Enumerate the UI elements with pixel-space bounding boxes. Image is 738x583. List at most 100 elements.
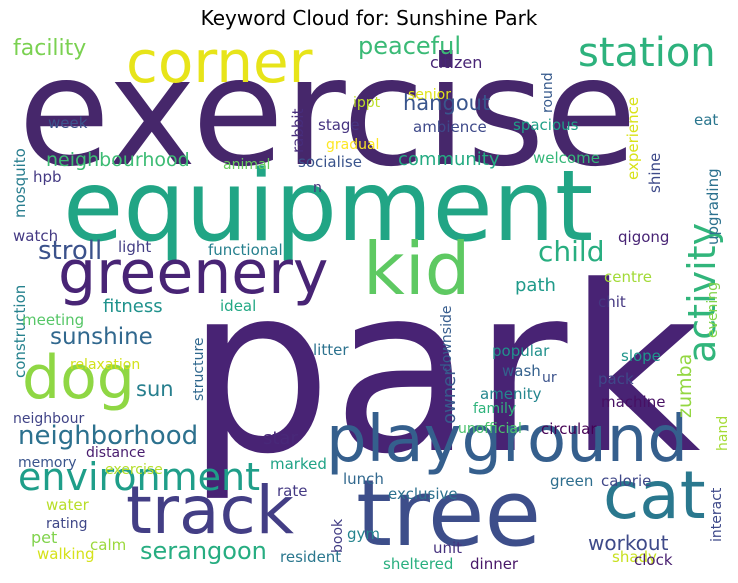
word-upgrading: upgrading (704, 168, 722, 245)
word-relaxation: relaxation (70, 357, 141, 373)
word-child: child (538, 235, 605, 268)
word-circular: circular (541, 420, 597, 438)
word-light: light (118, 238, 152, 256)
word-path: path (515, 275, 556, 296)
word-interact: interact (709, 487, 725, 542)
word-citizen: citizen (430, 53, 483, 72)
word-exclusive: exclusive (388, 485, 458, 503)
word-facility: facility (13, 36, 87, 61)
word-ippt: ippt (353, 95, 381, 111)
word-memory: memory (18, 455, 77, 471)
word-zumba: zumba (674, 353, 696, 418)
word-downside: downside (439, 305, 455, 372)
word-clock: clock (634, 551, 673, 569)
word-greenery: greenery (58, 238, 329, 308)
word-peaceful: peaceful (358, 33, 461, 60)
word-kid: kid (363, 227, 471, 311)
word-week: week (48, 114, 88, 132)
word-wash: wash (502, 362, 541, 380)
word-fitness: fitness (103, 296, 163, 317)
word-mosquito: mosquito (11, 148, 29, 218)
word-chit: chit (598, 293, 626, 311)
word-playground: playground (326, 403, 688, 477)
word-gradual: gradual (326, 137, 380, 153)
word-sheltered: sheltered (383, 555, 454, 573)
word-watch: watch (13, 227, 59, 245)
word-environment: environment (18, 455, 261, 499)
word-dinner: dinner (470, 555, 519, 573)
word-marked: marked (270, 455, 327, 473)
word-eat: eat (694, 111, 719, 129)
word-pack: pack (598, 370, 634, 388)
word-shine: shine (646, 152, 664, 193)
chart-title: Keyword Cloud for: Sunshine Park (200, 6, 538, 30)
word-amenity: amenity (480, 385, 542, 403)
word-ur: ur (542, 370, 557, 386)
word-n: n (313, 180, 322, 196)
word-litter: litter (313, 341, 349, 359)
word-machine: machine (601, 393, 666, 411)
word-exercise: exercise (105, 462, 163, 478)
word-functional: functional (208, 241, 283, 259)
word-sunshine: sunshine (50, 324, 153, 350)
word-unit: unit (433, 539, 463, 557)
word-neighbour: neighbour (13, 411, 85, 427)
word-popular: popular (492, 342, 550, 360)
word-qigong: qigong (618, 228, 670, 246)
word-calorie: calorie (601, 472, 652, 490)
word-hangout: hangout (403, 91, 491, 115)
word-workout: workout (588, 531, 669, 555)
word-centre: centre (604, 268, 652, 286)
word-hand: hand (715, 415, 730, 451)
word-star: star (263, 428, 298, 449)
word-serangoon: serangoon (140, 537, 267, 565)
word-socialise: socialise (298, 153, 362, 171)
word-evening: evening (705, 281, 721, 338)
word-cloud: exercise park equipment tree playground track… (8, 33, 730, 577)
word-owner: owner (439, 368, 460, 424)
word-community: community (398, 149, 500, 170)
word-exercise: exercise (18, 33, 638, 200)
word-resident: resident (280, 548, 342, 566)
word-walking: walking (37, 545, 95, 563)
word-stroll: stroll (38, 236, 103, 266)
word-calm: calm (90, 536, 127, 554)
word-slope: slope (621, 347, 661, 365)
word-animal: animal (223, 157, 271, 173)
word-cat: cat (603, 457, 706, 534)
word-spacious: spacious (513, 116, 579, 134)
word-welcome: welcome (533, 149, 600, 167)
word-hpb: hpb (33, 168, 62, 186)
word-meeting: meeting (22, 311, 85, 329)
word-gym: gym (347, 525, 381, 543)
word-rate: rate (277, 482, 308, 500)
word-structure: structure (191, 337, 207, 401)
word-tree: tree (356, 460, 542, 567)
word-distance: distance (86, 445, 146, 461)
word-sun: sun (136, 377, 174, 401)
word-ideal: ideal (220, 297, 257, 315)
word-corner: corner (126, 33, 313, 96)
word-senior: senior (408, 87, 451, 103)
word-pet: pet (31, 528, 58, 547)
word-rating: rating (46, 516, 88, 532)
word-round: round (540, 72, 556, 113)
word-rabbit: rabbit (289, 108, 307, 153)
word-equipment: equipment (63, 150, 594, 264)
word-neighborhood: neighborhood (18, 421, 199, 451)
word-construction: construction (11, 284, 29, 378)
word-shady: shady (612, 548, 657, 566)
word-neighbourhood: neighbourhood (46, 149, 190, 171)
word-stage: stage (318, 116, 360, 134)
word-lunch: lunch (343, 470, 384, 488)
word-unofficial: unofficial (458, 421, 522, 437)
word-family: family (473, 401, 517, 417)
word-track: track (126, 472, 294, 549)
word-ambience: ambience (413, 118, 487, 136)
word-water: water (46, 496, 89, 514)
word-experience: experience (624, 96, 642, 180)
word-dog: dog (22, 343, 135, 413)
word-green: green (550, 472, 594, 490)
word-station: station (578, 33, 716, 76)
word-park: park (186, 238, 701, 505)
